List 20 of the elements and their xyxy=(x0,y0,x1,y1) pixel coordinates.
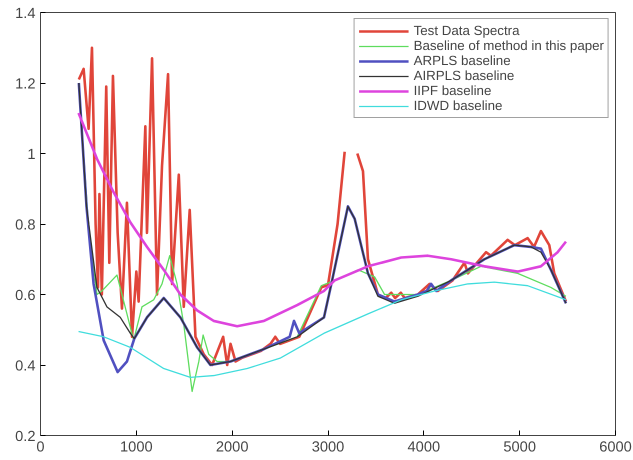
legend-label: AIRPLS baseline xyxy=(414,68,514,83)
y-tick-label: 0.8 xyxy=(15,218,36,234)
y-tick-label: 0.4 xyxy=(15,358,36,374)
x-tick-label: 5000 xyxy=(503,440,536,456)
x-tick-label: 1000 xyxy=(120,440,153,456)
legend-label: IIPF baseline xyxy=(414,83,492,98)
y-tick-label: 0.6 xyxy=(15,288,36,304)
y-tick-label: 1.4 xyxy=(15,6,36,22)
legend-label: Test Data Spectra xyxy=(414,23,520,38)
legend-label: IDWD baseline xyxy=(414,98,502,113)
legend-label: Baseline of method in this paper xyxy=(414,38,604,53)
x-tick-label: 0 xyxy=(36,440,45,456)
x-tick-label: 6000 xyxy=(599,440,632,456)
x-tick-label: 2000 xyxy=(216,440,248,456)
y-tick-label: 0.2 xyxy=(15,429,36,445)
y-tick-label: 1 xyxy=(27,147,36,163)
y-tick-label: 1.2 xyxy=(15,76,36,92)
x-tick-label: 3000 xyxy=(312,440,344,456)
legend-label: ARPLS baseline xyxy=(414,53,511,68)
x-tick-label: 4000 xyxy=(408,440,440,456)
